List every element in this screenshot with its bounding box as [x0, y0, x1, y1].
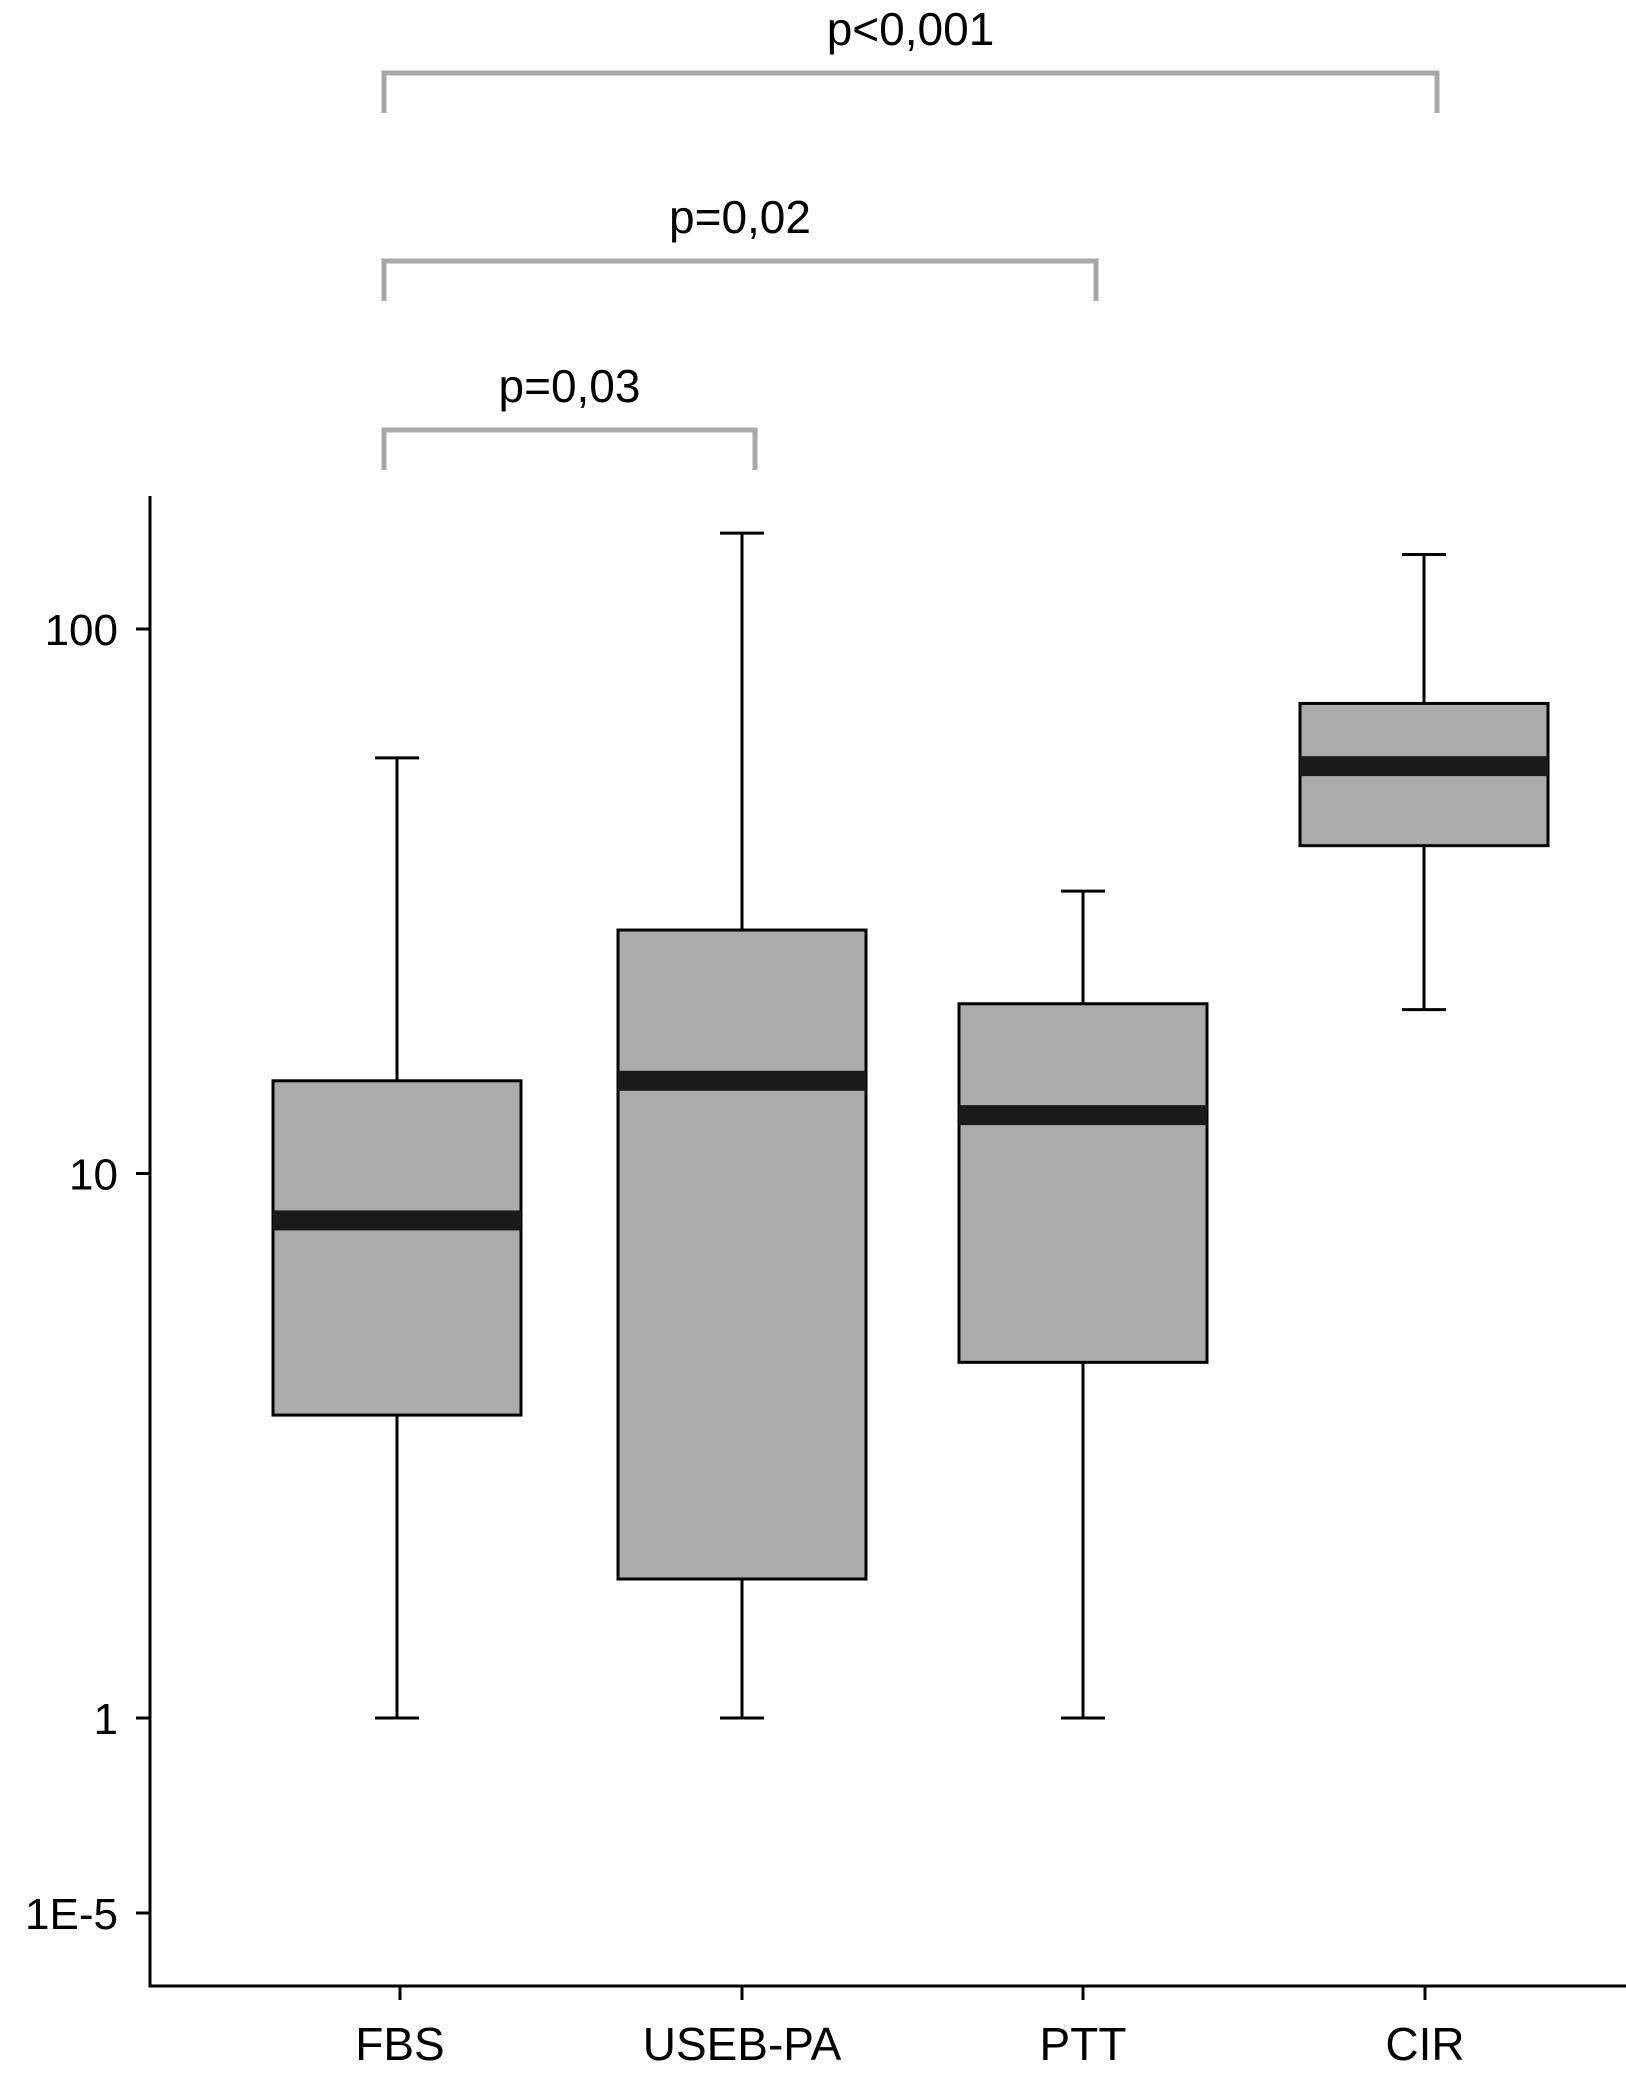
axes: [148, 496, 1626, 1988]
y-tick-label: 1: [94, 1695, 118, 1744]
x-axis-ticks: FBS USEB-PA PTT CIR: [355, 1986, 1465, 2070]
box-group: [616, 531, 868, 1720]
bracket-line: [381, 258, 1099, 301]
x-category-label: USEB-PA: [643, 2018, 842, 2070]
y-tick-label: 100: [45, 606, 118, 655]
box-group: [271, 756, 523, 1720]
y-tick-label: 10: [69, 1151, 118, 1200]
iqr-box: [271, 1079, 523, 1417]
y-tick-label: 1E-5: [25, 1890, 118, 1939]
median-line: [273, 1210, 521, 1231]
box-group: [957, 889, 1209, 1720]
median-line: [1300, 756, 1548, 777]
significance-bracket: p=0,02: [381, 191, 1099, 301]
iqr-box: [957, 1002, 1209, 1364]
bracket-line: [381, 427, 758, 470]
x-category-label: CIR: [1385, 2018, 1464, 2070]
significance-brackets: p=0,03 p=0,02 p<0,001: [381, 3, 1440, 470]
median-line: [959, 1105, 1207, 1126]
iqr-box: [616, 928, 868, 1581]
x-category-label: PTT: [1040, 2018, 1127, 2070]
median-line: [618, 1070, 866, 1091]
x-category-label: FBS: [355, 2018, 444, 2070]
y-axis-ticks: 100 10 1 1E-5: [25, 606, 150, 1939]
p-value-label: p=0,02: [669, 191, 811, 243]
boxes: [271, 531, 1550, 1720]
bracket-line: [381, 70, 1440, 113]
box-group: [1298, 553, 1550, 1012]
p-value-label: p<0,001: [827, 3, 995, 55]
p-value-label: p=0,03: [499, 360, 641, 412]
significance-bracket: p=0,03: [381, 360, 758, 470]
significance-bracket: p<0,001: [381, 3, 1440, 113]
